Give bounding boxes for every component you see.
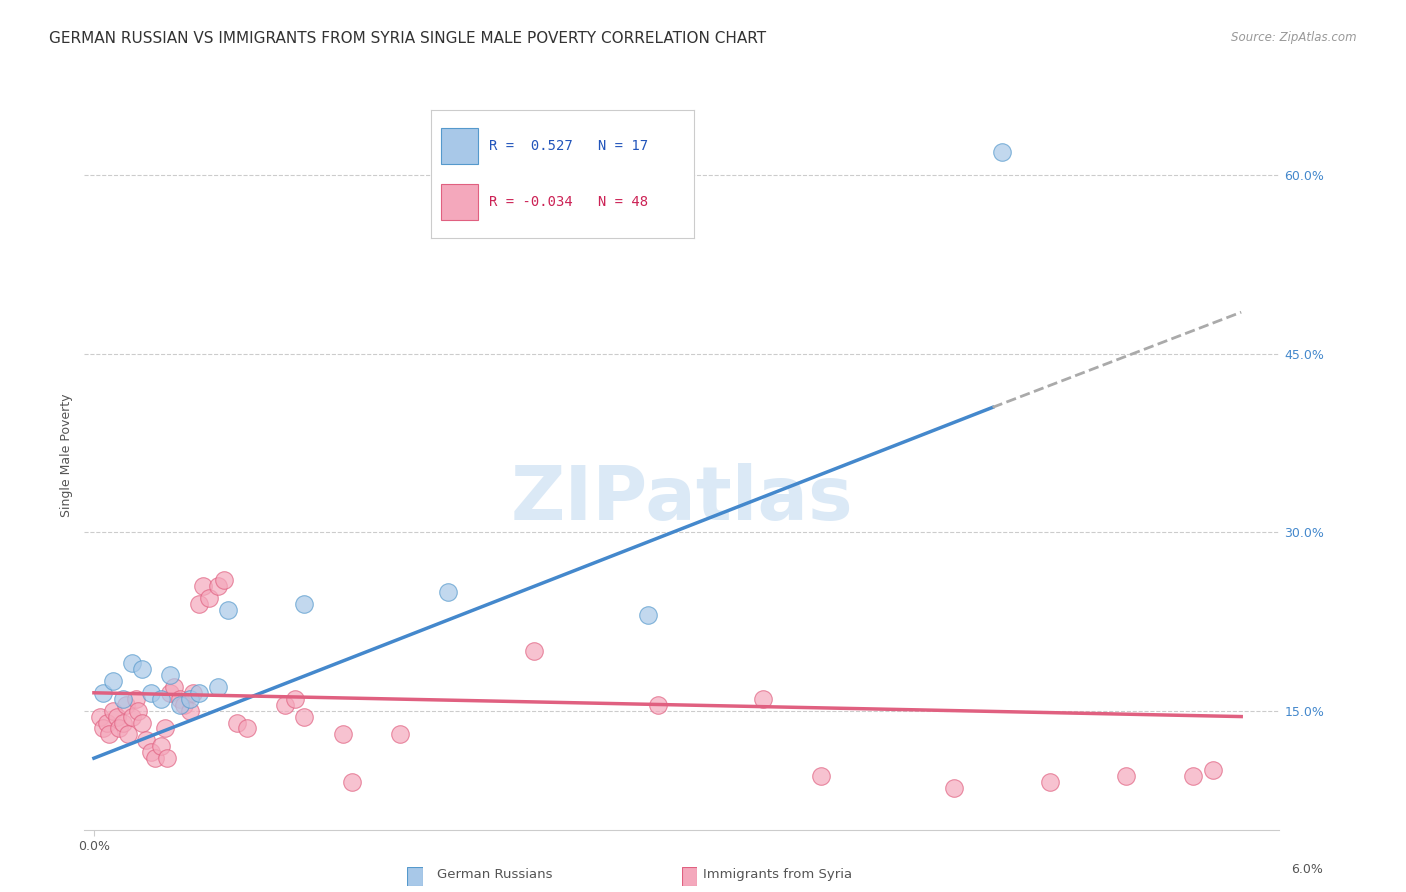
Point (188, 686, 211, 700)
Point (207, 680, 229, 694)
Point (107, 722, 129, 736)
Text: Immigrants from Syria: Immigrants from Syria (703, 868, 852, 881)
Point (121, 656, 143, 670)
Point (127, 704, 149, 718)
Point (149, 691, 172, 706)
Point (1115, 769, 1137, 783)
Point (131, 662, 153, 676)
Point (292, 597, 315, 611)
Point (388, 727, 411, 741)
Point (143, 751, 166, 765)
Point (141, 745, 163, 759)
Point (169, 698, 191, 712)
Point (117, 727, 139, 741)
Point (89, 709, 111, 723)
Point (236, 722, 259, 736)
Text: ZIPatlas: ZIPatlas (510, 463, 853, 536)
Point (226, 715, 249, 730)
Point (332, 727, 354, 741)
Point (188, 597, 211, 611)
Point (523, 644, 546, 658)
Point (96, 715, 118, 730)
Point (101, 673, 124, 688)
Text: Source: ZipAtlas.com: Source: ZipAtlas.com (1232, 31, 1357, 45)
Point (105, 709, 128, 723)
Point (340, 775, 363, 789)
Point (131, 715, 153, 730)
Point (810, 769, 832, 783)
Point (155, 751, 177, 765)
Point (153, 722, 176, 736)
Point (212, 573, 235, 587)
Point (149, 739, 172, 754)
Point (284, 691, 307, 706)
Point (183, 686, 205, 700)
Point (647, 698, 669, 712)
Point (179, 691, 201, 706)
Point (217, 602, 239, 616)
Text: 6.0%: 6.0% (1292, 863, 1323, 876)
Point (197, 591, 219, 605)
Point (1182, 769, 1205, 783)
Point (98, 727, 121, 741)
Point (141, 686, 163, 700)
Point (207, 579, 229, 593)
Point (135, 733, 157, 747)
Text: GERMAN RUSSIAN VS IMMIGRANTS FROM SYRIA SINGLE MALE POVERTY CORRELATION CHART: GERMAN RUSSIAN VS IMMIGRANTS FROM SYRIA … (49, 31, 766, 46)
Point (159, 686, 181, 700)
Point (191, 579, 214, 593)
Point (93, 722, 115, 736)
Text: German Russians: German Russians (437, 868, 553, 881)
Point (1201, 763, 1223, 777)
Point (943, 780, 966, 795)
Point (274, 698, 297, 712)
Point (93, 686, 115, 700)
Point (101, 704, 124, 718)
Point (111, 715, 134, 730)
Point (752, 691, 775, 706)
Point (111, 691, 134, 706)
Point (179, 704, 201, 718)
Point (169, 691, 191, 706)
Point (173, 698, 195, 712)
Point (125, 691, 148, 706)
Point (637, 608, 659, 623)
Point (121, 709, 143, 723)
Point (292, 709, 315, 723)
Point (1039, 775, 1062, 789)
Point (159, 668, 181, 682)
Point (163, 680, 186, 694)
Point (115, 698, 138, 712)
Y-axis label: Single Male Poverty: Single Male Poverty (60, 393, 73, 516)
Point (991, 145, 1014, 159)
Point (436, 584, 458, 599)
